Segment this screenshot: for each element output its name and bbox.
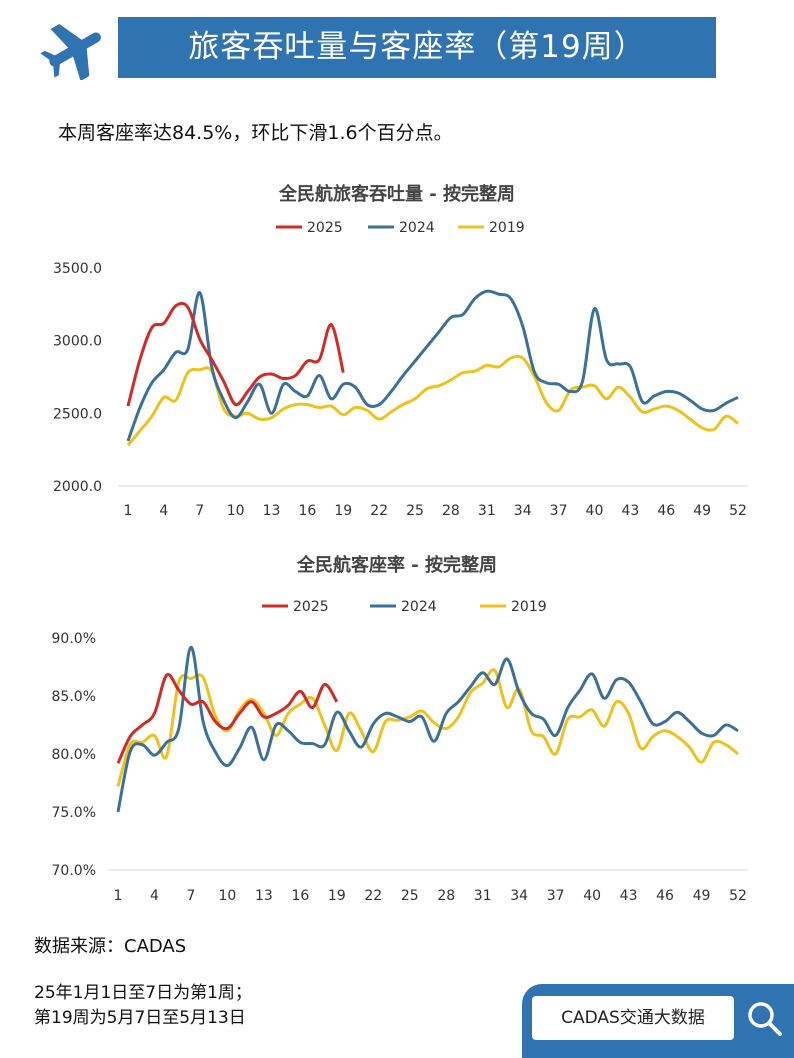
header: 旅客吞吐量与客座率（第19周） xyxy=(0,0,794,100)
x-tick-label: 13 xyxy=(263,503,281,519)
chart-load-factor: 全民航客座率 - 按完整周 2025 2024 2019 70.0% 75.0% 80.0%… xyxy=(0,545,794,920)
x-tick-label: 22 xyxy=(370,503,388,519)
x-tick-label: 49 xyxy=(693,503,711,519)
y-tick-label: 2000.0 xyxy=(53,479,102,495)
chart-title: 全民航客座率 - 按完整周 xyxy=(296,554,497,576)
x-tick-label: 13 xyxy=(255,888,273,904)
x-tick-label: 37 xyxy=(550,503,568,519)
y-tick-label: 85.0% xyxy=(52,689,96,705)
legend-label-2025: 2025 xyxy=(293,599,329,615)
x-tick-label: 16 xyxy=(298,503,316,519)
x-tick-label: 34 xyxy=(510,888,528,904)
series-line-2024 xyxy=(116,645,739,813)
series-line-2019 xyxy=(126,354,739,447)
week-note-1: 25年1月1日至7日为第1周； xyxy=(34,983,252,1003)
y-tick-label: 3000.0 xyxy=(53,334,102,350)
search-icon[interactable] xyxy=(744,998,784,1038)
x-tick-label: 22 xyxy=(364,888,382,904)
x-tick-label: 34 xyxy=(514,503,532,519)
x-tick-label: 43 xyxy=(621,503,639,519)
legend-label-2019: 2019 xyxy=(489,220,525,236)
series-line-2024 xyxy=(126,289,739,442)
x-tick-label: 37 xyxy=(547,888,565,904)
x-tick-label: 31 xyxy=(474,888,492,904)
x-tick-label: 25 xyxy=(406,503,424,519)
y-tick-label: 70.0% xyxy=(52,863,96,879)
y-tick-label: 90.0% xyxy=(52,631,96,647)
summary-text: 本周客座率达84.5%，环比下滑1.6个百分点。 xyxy=(58,122,453,144)
x-tick-label: 31 xyxy=(478,503,496,519)
x-tick-label: 1 xyxy=(124,503,133,519)
x-tick-label: 7 xyxy=(195,503,204,519)
x-tick-label: 28 xyxy=(442,503,460,519)
x-tick-label: 52 xyxy=(729,503,747,519)
chart-title: 全民航旅客吞吐量 - 按完整周 xyxy=(278,183,515,205)
legend-label-2024: 2024 xyxy=(401,599,437,615)
legend-label-2024: 2024 xyxy=(399,220,435,236)
y-tick-label: 3500.0 xyxy=(53,261,102,277)
x-tick-label: 10 xyxy=(227,503,245,519)
week-note-2: 第19周为5月7日至5月13日 xyxy=(34,1008,246,1028)
page-title: 旅客吞吐量与客座率（第19周） xyxy=(118,17,716,78)
x-tick-label: 7 xyxy=(186,888,195,904)
x-tick-label: 25 xyxy=(401,888,419,904)
x-tick-label: 40 xyxy=(583,888,601,904)
x-tick-label: 40 xyxy=(586,503,604,519)
x-tick-label: 4 xyxy=(150,888,159,904)
chart-svg-1: 全民航客座率 - 按完整周 2025 2024 2019 70.0% 75.0% 80.0%… xyxy=(52,554,748,904)
series-line-2025 xyxy=(116,672,339,764)
x-tick-label: 19 xyxy=(334,503,352,519)
legend-label-2019: 2019 xyxy=(511,599,547,615)
x-tick-label: 46 xyxy=(657,503,675,519)
x-tick-label: 10 xyxy=(218,888,236,904)
x-tick-label: 46 xyxy=(656,888,674,904)
y-tick-label: 80.0% xyxy=(52,747,96,763)
x-tick-label: 49 xyxy=(693,888,711,904)
y-tick-label: 2500.0 xyxy=(53,406,102,422)
x-tick-label: 19 xyxy=(328,888,346,904)
x-tick-label: 4 xyxy=(159,503,168,519)
search-widget[interactable]: CADAS交通大数据 xyxy=(522,984,794,1058)
data-source: 数据来源：CADAS xyxy=(34,936,187,957)
search-input[interactable]: CADAS交通大数据 xyxy=(532,996,734,1040)
x-tick-label: 43 xyxy=(620,888,638,904)
x-tick-label: 52 xyxy=(729,888,747,904)
chart-passenger-throughput: 全民航旅客吞吐量 - 按完整周 2025 2024 2019 2000.0 2500.0 3… xyxy=(0,170,794,530)
y-tick-label: 75.0% xyxy=(52,805,96,821)
chart-svg-0: 全民航旅客吞吐量 - 按完整周 2025 2024 2019 2000.0 2500.0 3… xyxy=(53,183,748,519)
x-tick-label: 1 xyxy=(114,888,123,904)
x-tick-label: 16 xyxy=(291,888,309,904)
legend-label-2025: 2025 xyxy=(307,220,343,236)
series-line-2025 xyxy=(126,301,345,407)
x-tick-label: 28 xyxy=(437,888,455,904)
airplane-icon xyxy=(40,24,101,80)
